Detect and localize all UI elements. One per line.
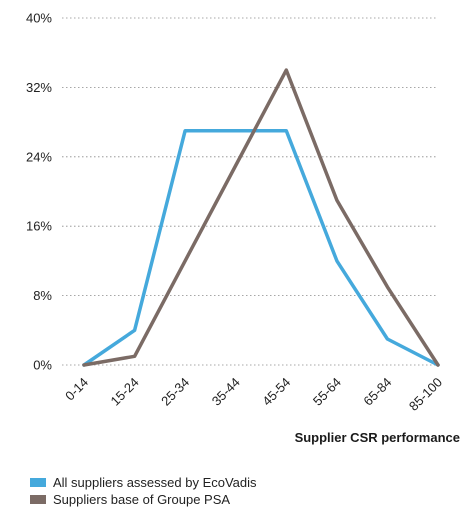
legend-label-psa: Suppliers base of Groupe PSA [53, 492, 231, 507]
legend-label-ecovadis: All suppliers assessed by EcoVadis [53, 475, 257, 490]
x-tick-label: 45-54 [259, 375, 293, 409]
series-line-psa [82, 68, 440, 367]
line-chart: 0% 8% 16% 24% 32% 40% 0-14 15-24 25-34 35-44 45-5… [26, 11, 460, 446]
legend-swatch-ecovadis [30, 478, 46, 487]
legend-item-ecovadis: All suppliers assessed by EcoVadis [30, 474, 257, 491]
y-tick-label: 32% [26, 80, 52, 95]
x-tick-label: 85-100 [406, 375, 445, 414]
x-tick-label: 25-34 [158, 375, 192, 409]
x-tick-label: 65-84 [360, 375, 394, 409]
legend: All suppliers assessed by EcoVadis Suppl… [30, 474, 257, 508]
x-axis-label: Supplier CSR performance [295, 430, 460, 445]
x-tick-label: 0-14 [62, 375, 91, 404]
y-tick-label: 16% [26, 219, 52, 234]
legend-item-psa: Suppliers base of Groupe PSA [30, 491, 257, 508]
y-axis-ticks: 0% 8% 16% 24% 32% 40% [26, 11, 52, 373]
x-axis-ticks: 0-14 15-24 25-34 35-44 45-54 55-64 65-84 85-100 [62, 375, 445, 414]
y-tick-label: 40% [26, 11, 52, 26]
x-tick-label: 55-64 [310, 375, 344, 409]
x-tick-label: 15-24 [108, 375, 142, 409]
y-tick-label: 0% [33, 358, 52, 373]
y-tick-label: 24% [26, 149, 52, 164]
legend-swatch-psa [30, 495, 46, 504]
series-lines [82, 68, 440, 367]
grid-lines [62, 17, 438, 366]
x-tick-label: 35-44 [209, 375, 243, 409]
series-line-ecovadis [82, 129, 440, 367]
y-tick-label: 8% [33, 288, 52, 303]
